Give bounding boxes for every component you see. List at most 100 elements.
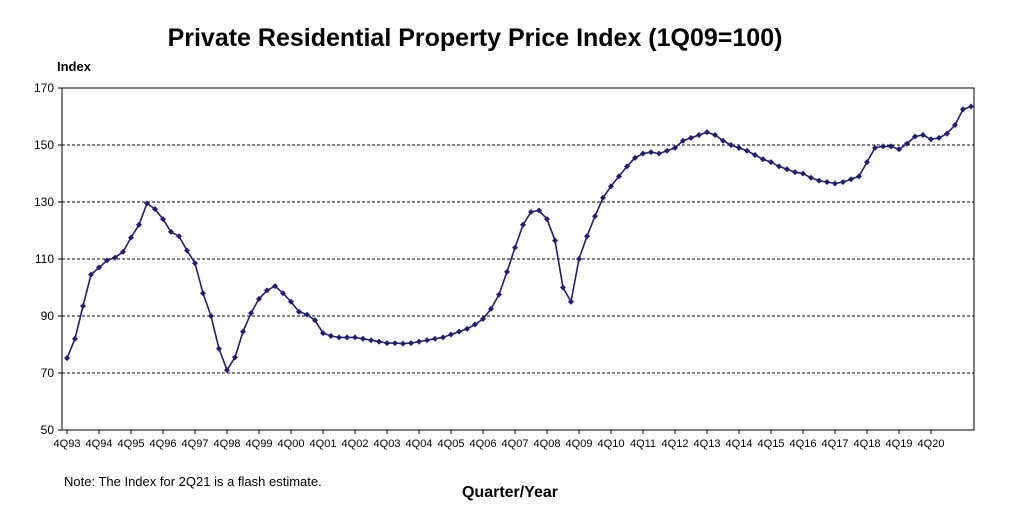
x-tick-label: 4Q97 <box>182 438 209 450</box>
data-point <box>816 177 822 184</box>
data-point <box>880 143 886 150</box>
data-point <box>784 166 790 173</box>
data-point <box>568 298 574 305</box>
data-point <box>408 340 414 347</box>
data-point <box>640 150 646 157</box>
data-point <box>616 173 622 180</box>
data-point <box>464 325 470 332</box>
data-point <box>448 331 454 338</box>
data-point <box>352 334 358 341</box>
data-point <box>808 174 814 181</box>
data-point <box>600 194 606 201</box>
data-point <box>968 103 974 110</box>
data-point <box>536 207 542 214</box>
chart-note: Note: The Index for 2Q21 is a flash esti… <box>64 474 322 489</box>
data-point <box>272 283 278 290</box>
x-tick-label: 4Q07 <box>502 438 529 450</box>
y-tick-label: 130 <box>34 195 54 209</box>
data-point <box>944 130 950 137</box>
y-tick-label: 50 <box>41 423 55 437</box>
data-point <box>864 159 870 166</box>
data-point <box>696 132 702 139</box>
chart-title: Private Residential Property Price Index… <box>167 24 783 52</box>
data-point <box>392 340 398 347</box>
data-point <box>792 169 798 176</box>
x-tick-label: 4Q14 <box>726 438 753 450</box>
data-point <box>120 248 126 255</box>
data-point <box>472 321 478 328</box>
x-tick-label: 4Q94 <box>86 438 113 450</box>
data-point <box>840 179 846 186</box>
x-tick-label: 4Q00 <box>278 438 305 450</box>
data-point <box>312 317 318 324</box>
data-point <box>648 149 654 156</box>
x-tick-label: 4Q17 <box>822 438 849 450</box>
x-tick-label: 4Q13 <box>694 438 721 450</box>
data-point <box>720 137 726 144</box>
x-ticks: 4Q93 4Q94 4Q95 4Q96 4Q97 4Q98 4Q99 4Q00 4Q01 4Q02… <box>54 430 945 450</box>
data-point <box>128 234 134 241</box>
data-point <box>608 183 614 190</box>
data-point <box>632 154 638 161</box>
data-point <box>104 257 110 264</box>
x-tick-label: 4Q02 <box>342 438 369 450</box>
data-point <box>152 206 158 213</box>
data-point <box>824 179 830 186</box>
data-point <box>776 163 782 170</box>
data-point <box>624 163 630 170</box>
data-point <box>248 310 254 317</box>
data-point <box>344 334 350 341</box>
data-point <box>72 335 78 342</box>
data-point <box>368 337 374 344</box>
x-tick-label: 4Q06 <box>470 438 497 450</box>
data-point <box>480 315 486 322</box>
data-point <box>264 287 270 294</box>
data-point <box>904 140 910 147</box>
data-point <box>488 305 494 312</box>
data-point <box>744 147 750 154</box>
x-tick-label: 4Q03 <box>374 438 401 450</box>
data-point <box>208 313 214 319</box>
data-point <box>592 213 598 220</box>
x-tick-label: 4Q05 <box>438 438 465 450</box>
data-point <box>96 264 102 271</box>
data-point <box>928 136 934 143</box>
y-axis-label: Index <box>57 59 91 74</box>
data-point <box>496 291 502 298</box>
data-point <box>432 335 438 342</box>
data-point <box>376 338 382 345</box>
data-point <box>416 338 422 345</box>
data-point <box>872 144 878 151</box>
data-point <box>704 129 710 136</box>
data-point <box>296 308 302 315</box>
data-point <box>328 332 334 339</box>
x-tick-label: 4Q12 <box>662 438 689 450</box>
data-point <box>384 340 390 347</box>
data-point <box>936 134 942 141</box>
data-point <box>304 311 310 318</box>
data-point <box>832 180 838 187</box>
data-point <box>920 132 926 139</box>
data-point <box>664 147 670 154</box>
data-point <box>960 106 966 113</box>
x-tick-label: 4Q18 <box>854 438 881 450</box>
data-point <box>656 150 662 157</box>
data-point <box>160 216 166 223</box>
x-tick-label: 4Q15 <box>758 438 785 450</box>
data-point <box>768 159 774 166</box>
data-point <box>400 340 406 347</box>
x-tick-label: 4Q08 <box>534 438 561 450</box>
data-point <box>112 254 118 261</box>
data-point <box>136 221 142 228</box>
data-point <box>288 298 294 305</box>
x-tick-label: 4Q95 <box>118 438 145 450</box>
data-point <box>504 268 510 275</box>
x-tick-label: 4Q19 <box>886 438 913 450</box>
x-tick-label: 4Q20 <box>918 438 945 450</box>
data-point <box>528 208 534 215</box>
y-tick-label: 90 <box>41 309 55 323</box>
data-point <box>520 221 526 228</box>
data-point <box>280 290 286 297</box>
x-tick-label: 4Q93 <box>54 438 81 450</box>
